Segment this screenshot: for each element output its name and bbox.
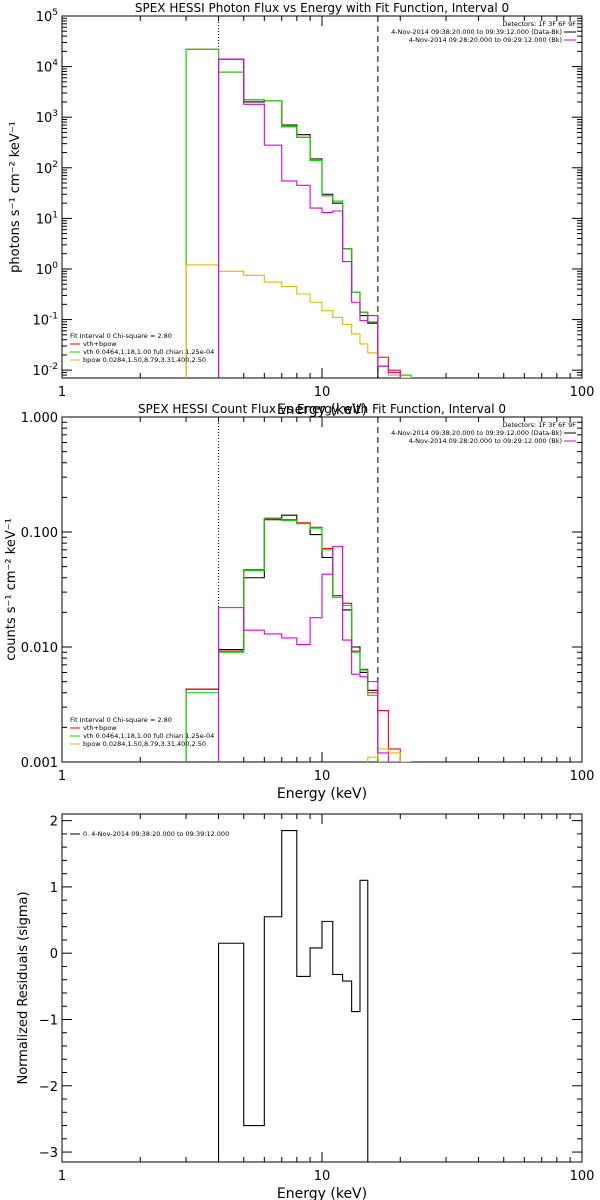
x-tick-label: 1 (58, 385, 66, 400)
y-tick-label: 104 (36, 59, 59, 76)
series-bpow (367, 748, 412, 762)
legend-entry: vth 0.0464,1.18,1.00 full chian 1.25e-04 (83, 732, 214, 740)
y-tick-label: 10-2 (32, 362, 58, 379)
legend-detectors: Detectors: 1F 3F 6F 9F (502, 20, 576, 28)
x-tick-label: 1 (58, 769, 66, 784)
panel-3: 1 10 100 Energy (keV) −3 −2 −1 0 1 2 Normalized Re… (16, 813, 595, 1200)
y-tick-label: 0.001 (21, 756, 58, 771)
series-bk (217, 58, 401, 378)
x-axis-label: Energy (keV) (277, 1186, 367, 1200)
legend-fit-header: Fit Interval 0 Chi-square = 2.80 (70, 332, 172, 340)
plot-frame (61, 813, 583, 1163)
series-vth (185, 518, 412, 762)
legend-entry: bpow 0.0284,1.50,8.79,3.31,400,2.50 (83, 356, 206, 364)
series-vth-bpow (185, 48, 412, 378)
x-tick-label: 10 (314, 1169, 331, 1184)
y-axis-label: counts s⁻¹ cm⁻² keV⁻¹ (4, 518, 19, 661)
y-tick-label: −2 (39, 1080, 58, 1095)
legend-entry: vth+bpow (83, 724, 117, 732)
y-tick-label: 0.010 (21, 641, 58, 656)
legend-entry: vth+bpow (83, 340, 117, 348)
legend-entry: bpow 0.0284,1.50,8.79,3.31,400,2.50 (83, 740, 206, 748)
x-tick-label: 100 (570, 769, 595, 784)
chart-title: SPEX HESSI Photon Flux vs Energy with Fi… (135, 1, 509, 15)
x-tick-label: 100 (570, 385, 595, 400)
y-tick-label: −3 (39, 1146, 58, 1161)
chart-title: SPEX HESSI Count Flux vs Energy with Fit… (138, 402, 506, 416)
y-tick-label: 103 (36, 109, 58, 126)
panel-1: SPEX HESSI Photon Flux vs Energy with Fi… (8, 1, 595, 418)
y-axis-label: photons s⁻¹ cm⁻² keV⁻¹ (8, 121, 23, 273)
series-group (185, 48, 412, 378)
y-tick-label: 105 (36, 8, 58, 25)
legend-entry: 4-Nov-2014 09:38:20.000 to 09:39:12.000 … (391, 28, 562, 36)
y-tick-label: 1 (50, 881, 58, 896)
series-bk (217, 545, 401, 762)
y-tick-label: 101 (36, 210, 58, 227)
series-data-bk (185, 514, 379, 762)
y-tick-label: 2 (50, 815, 58, 830)
y-tick-label: 102 (36, 160, 58, 177)
y-tick-label: 0.100 (21, 526, 58, 541)
y-axis-label: Normalized Residuals (sigma) (16, 891, 31, 1084)
x-tick-label: 100 (570, 1169, 595, 1184)
legend-entry: 4-Nov-2014 09:28:20.000 to 09:29:12.000 … (409, 437, 562, 445)
x-tick-label: 10 (314, 385, 331, 400)
y-tick-label: 100 (36, 261, 59, 278)
x-axis-label: Energy (keV) (277, 402, 367, 418)
series-vth-bpow (185, 517, 412, 762)
y-tick-label: 0 (50, 947, 58, 962)
x-axis-label: Energy (keV) (277, 786, 367, 802)
x-tick-label: 10 (314, 769, 331, 784)
series-residuals (217, 830, 369, 1162)
series-data-bk (217, 58, 379, 378)
legend-entry: vth 0.0464,1.18,1.00 full chian 1.25e-04 (83, 348, 214, 356)
legend-entry: 0. 4-Nov-2014 09:38:20.000 to 09:39:12.0… (83, 830, 229, 838)
series-vth (185, 48, 412, 378)
x-tick-label: 1 (58, 1169, 66, 1184)
series-group (217, 830, 369, 1162)
legend-entry: 4-Nov-2014 09:38:20.000 to 09:39:12.000 … (391, 429, 562, 437)
plot-frame (61, 15, 583, 379)
series-group (185, 514, 412, 762)
legend-entry: 4-Nov-2014 09:28:20.000 to 09:29:12.000 … (409, 36, 562, 44)
y-tick-label: −1 (39, 1013, 58, 1028)
y-tick-label: 10-1 (32, 312, 58, 329)
legend-detectors: Detectors: 1F 3F 6F 9F (502, 421, 576, 429)
legend-fit-header: Fit Interval 0 Chi-square = 2.80 (70, 716, 172, 724)
panel-2: SPEX HESSI Count Flux vs Energy with Fit… (4, 402, 595, 802)
y-tick-label: 1.000 (21, 411, 58, 426)
